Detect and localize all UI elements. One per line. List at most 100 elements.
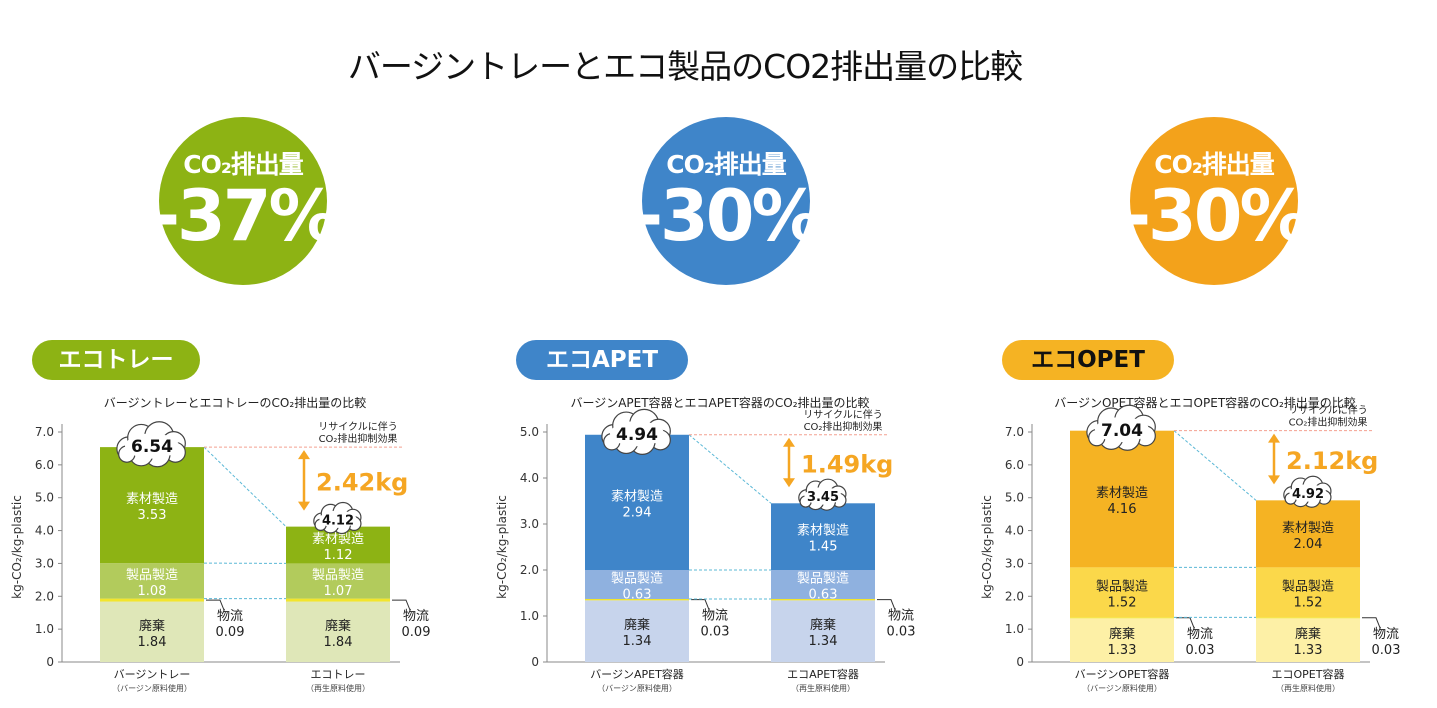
segment-name: 製品製造: [1282, 579, 1334, 594]
logistics-value: 0.03: [887, 625, 916, 640]
logistics-leader: [691, 599, 710, 610]
segment-value: 1.07: [324, 584, 353, 599]
segment-value: 2.04: [1294, 537, 1323, 552]
total-cloud-virgin: 6.54: [116, 421, 186, 468]
cloud-body: [1095, 416, 1149, 443]
note-line: CO₂排出抑制効果: [804, 420, 883, 433]
reduction-arrowhead-down: [783, 478, 795, 488]
y-tick-label: 7.0: [35, 425, 54, 439]
segment-name: 廃棄: [1109, 626, 1135, 642]
logistics-leader: [206, 599, 225, 611]
bar-segment-0: [100, 601, 204, 662]
note-line: リサイクルに伴う: [803, 408, 883, 421]
y-tick-label: 2.0: [1005, 589, 1024, 603]
reduction-arrowhead-up: [783, 437, 795, 447]
logistics-leader: [877, 599, 896, 610]
chart-title: バージントレーとエコトレーのCO₂排出量の比較: [104, 395, 366, 410]
segment-name: 素材製造: [1096, 486, 1148, 501]
segment-name: 製品製造: [1096, 579, 1148, 594]
badge-label: CO₂排出量: [1154, 150, 1275, 179]
bar-segment-0: [1070, 567, 1174, 618]
segment-value: 1.34: [809, 634, 838, 649]
y-tick-label: 4.0: [520, 471, 539, 485]
chart-ecotray: バージントレーとエコトレーのCO₂排出量の比較 kg-CO₂/kg-plastic…: [10, 395, 431, 693]
badge-label: CO₂排出量: [183, 150, 304, 179]
y-tick-label: 4.0: [35, 524, 54, 538]
y-tick-label: 3.0: [1005, 556, 1024, 570]
segment-value: 1.34: [623, 634, 652, 649]
reduction-arrowhead-down: [298, 501, 310, 511]
category-sublabel: （再生原料使用）: [1276, 683, 1340, 693]
logistics-value: 0.03: [1186, 643, 1215, 658]
reduction-badge-eco-apet: CO₂排出量 -30%: [634, 117, 822, 285]
badge-value: -30%: [634, 175, 822, 257]
connector-line: [203, 446, 287, 527]
segment-name: 廃棄: [624, 617, 650, 633]
reduction-badge-eco-opet: CO₂排出量 -30%: [1122, 117, 1310, 285]
segment-value: 0.63: [809, 587, 838, 602]
logistics-leader: [392, 599, 411, 611]
segment-value: 1.52: [1294, 595, 1323, 610]
y-tick-label: 0: [46, 655, 54, 669]
y-tick-label: 7.0: [1005, 425, 1024, 439]
logistics-name: 物流: [1373, 627, 1399, 642]
segment-value: 1.52: [1108, 595, 1137, 610]
category-sublabel: （バージン原料使用）: [597, 683, 677, 693]
reduction-value: 2.12kg: [1286, 447, 1378, 475]
logistics-value: 0.09: [402, 625, 431, 640]
category-label: バージンAPET容器: [590, 667, 684, 681]
reduction-value: 1.49kg: [801, 451, 893, 479]
segment-value: 1.33: [1294, 643, 1323, 658]
logistics-name: 物流: [702, 609, 728, 624]
cloud-body: [125, 433, 179, 459]
y-tick-label: 5.0: [1005, 491, 1024, 505]
category-label: エコトレー: [311, 668, 366, 681]
y-tick-label: 5.0: [35, 491, 54, 505]
cloud-body: [319, 510, 357, 528]
bar-segment-0: [585, 600, 689, 662]
bar-segment-0: [585, 434, 689, 570]
reduction-badge-ecotray: CO₂排出量 -37%: [151, 117, 339, 285]
category-sublabel: （バージン原料使用）: [1082, 683, 1162, 693]
reduction-arrowhead-down: [1268, 475, 1280, 485]
y-tick-label: 2.0: [520, 563, 539, 577]
y-axis-label: kg-CO₂/kg-plastic: [10, 495, 24, 599]
segment-name: 廃棄: [810, 617, 836, 633]
y-tick-label: 0: [1016, 655, 1024, 669]
segment-value: 1.08: [138, 584, 167, 599]
category-label: バージントレー: [114, 668, 191, 681]
chart-eco-apet: バージンAPET容器とエコAPET容器のCO₂排出量の比較 kg-CO₂/kg-p…: [495, 395, 916, 693]
bar-segment-1: [771, 598, 875, 601]
segment-name: 製品製造: [797, 571, 849, 586]
total-label: 4.92: [1292, 487, 1324, 502]
segment-value: 1.12: [324, 548, 353, 563]
cloud-body: [610, 421, 664, 447]
bar-segment-0: [100, 447, 204, 564]
y-axis-label: kg-CO₂/kg-plastic: [980, 495, 994, 599]
bar-segment-1: [1256, 617, 1360, 619]
note-line: リサイクルに伴う: [318, 420, 398, 433]
total-cloud-virgin: 4.94: [601, 408, 671, 455]
y-tick-label: 6.0: [1005, 458, 1024, 472]
segment-value: 1.84: [324, 635, 353, 650]
badge-label: CO₂排出量: [666, 150, 787, 179]
logistics-value: 0.03: [1372, 643, 1401, 658]
logistics-name: 物流: [1187, 627, 1213, 642]
bar-segment-0: [100, 563, 204, 599]
reduction-value: 2.42kg: [316, 468, 408, 496]
page-title: バージントレーとエコ製品のCO2排出量の比較: [347, 47, 1023, 86]
y-tick-label: 6.0: [35, 458, 54, 472]
y-axis-label: kg-CO₂/kg-plastic: [495, 495, 509, 599]
note-line: CO₂排出抑制効果: [319, 432, 398, 445]
logistics-leader: [1362, 617, 1381, 628]
y-tick-label: 4.0: [1005, 524, 1024, 538]
bar-segment-1: [286, 563, 390, 599]
segment-value: 1.45: [809, 540, 838, 555]
bar-segment-1: [286, 598, 390, 602]
connector-line: [1173, 430, 1257, 501]
y-tick-label: 1.0: [520, 609, 539, 623]
bar-segment-1: [1256, 618, 1360, 662]
segment-name: 素材製造: [611, 489, 663, 504]
bar-segment-1: [286, 601, 390, 662]
segment-value: 1.84: [138, 635, 167, 650]
